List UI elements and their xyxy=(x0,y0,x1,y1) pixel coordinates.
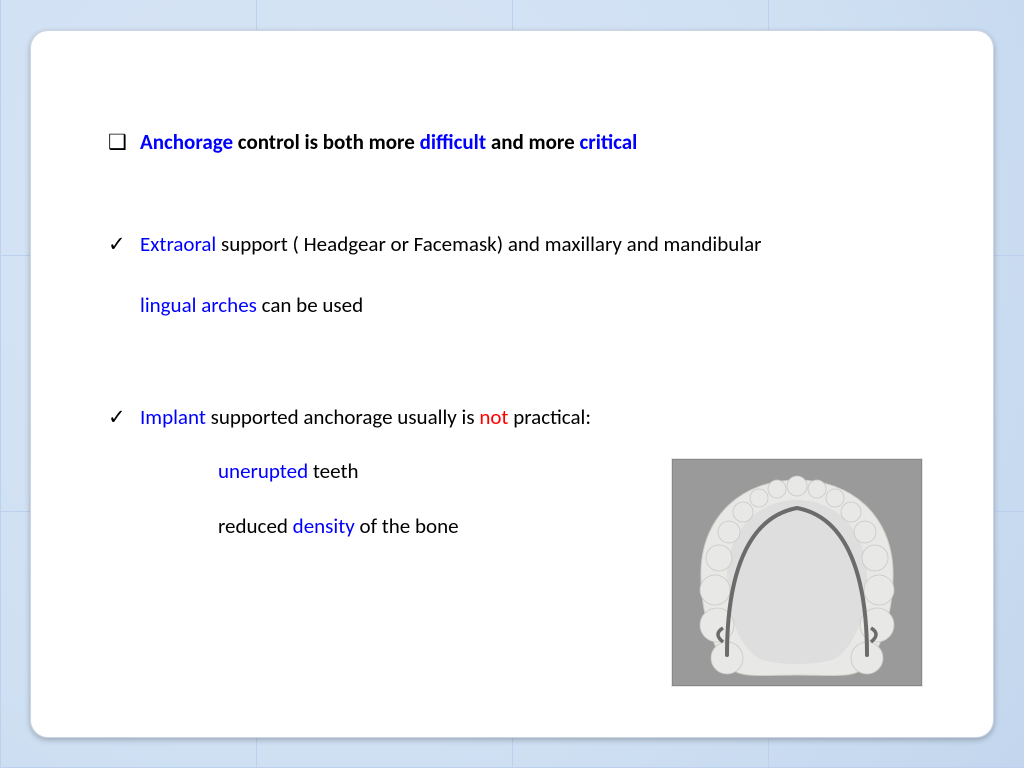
line-2-continuation: lingual arches can be used xyxy=(108,291,934,319)
square-bullet-icon: ❑ xyxy=(108,128,130,156)
dental-arch-svg xyxy=(673,460,921,685)
line2b-text: lingual arches can be used xyxy=(140,291,363,319)
slide-canvas: ❑ Anchorage control is both more difficu… xyxy=(0,0,1024,768)
bullet-line-3: ✓ Implant supported anchorage usually is… xyxy=(108,403,934,431)
line1-text: Anchorage control is both more difficult… xyxy=(140,128,637,156)
line3-text: Implant supported anchorage usually is n… xyxy=(140,403,591,431)
dental-arch-image xyxy=(672,459,922,686)
line5-text: reduced density of the bone xyxy=(218,513,459,539)
bullet-line-2: ✓ Extraoral support ( Headgear or Facema… xyxy=(108,230,934,258)
line4-text: unerupted teeth xyxy=(218,458,359,484)
slide-card: ❑ Anchorage control is both more difficu… xyxy=(30,30,994,738)
check-bullet-icon: ✓ xyxy=(108,230,130,258)
bullet-line-1: ❑ Anchorage control is both more difficu… xyxy=(108,128,934,156)
slide-content: ❑ Anchorage control is both more difficu… xyxy=(108,128,934,698)
check-bullet-icon: ✓ xyxy=(108,403,130,431)
line2a-text: Extraoral support ( Headgear or Facemask… xyxy=(140,230,762,258)
